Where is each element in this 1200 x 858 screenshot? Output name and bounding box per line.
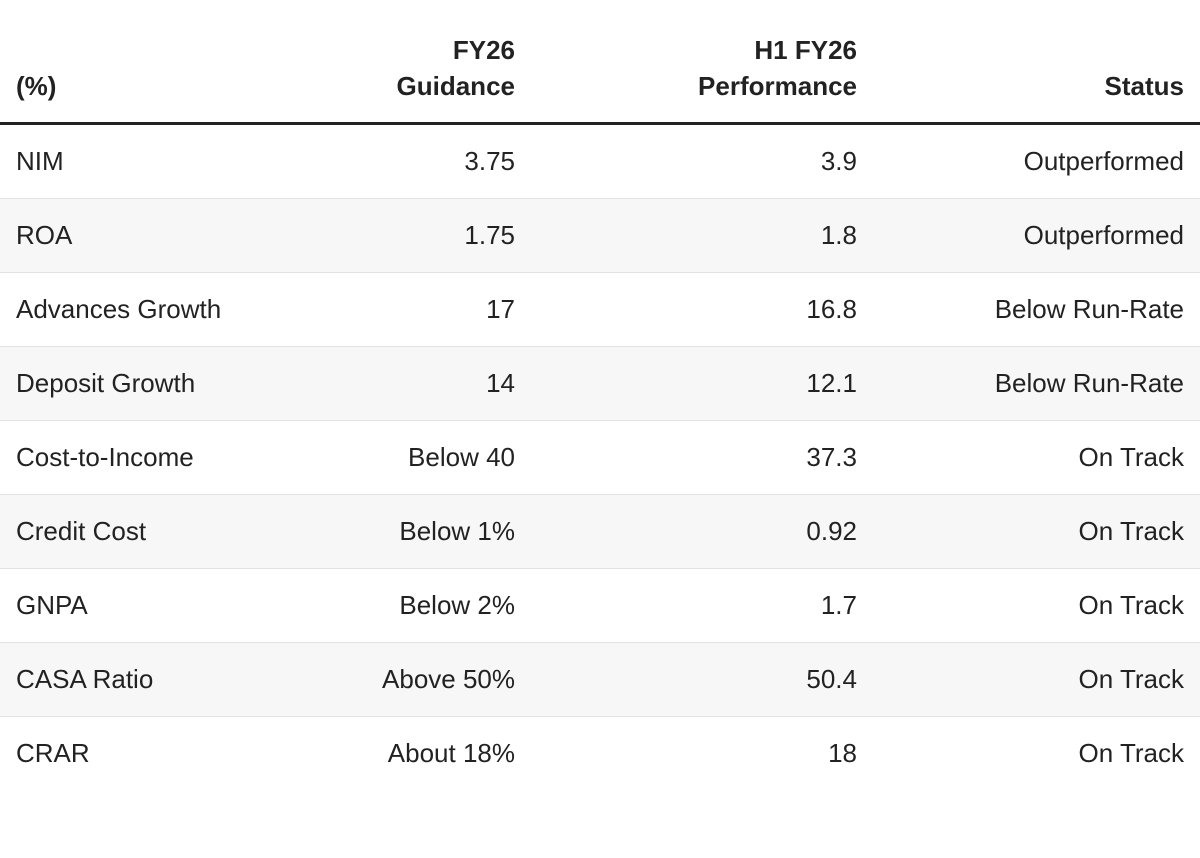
table-cell: Below Run-Rate <box>873 272 1200 347</box>
table-cell: 50.4 <box>531 642 873 717</box>
header-text: H1 FY26 <box>754 34 857 65</box>
table-cell: Deposit Growth <box>0 346 275 421</box>
table-cell: 18 <box>828 737 857 768</box>
table-cell: 1.7 <box>531 568 873 643</box>
table-cell: Below 40 <box>275 420 531 495</box>
table-cell: Advances Growth <box>0 272 275 347</box>
header-text: FY26 <box>452 34 515 65</box>
header-text: (%) <box>16 70 57 101</box>
table-cell: 0.92 <box>531 494 873 569</box>
table-row: GNPA Below 2% 1.7 On Track <box>0 568 1200 643</box>
table-cell: On Track <box>873 642 1200 717</box>
table-cell: CRAR <box>16 737 90 768</box>
table-cell: Credit Cost <box>0 494 275 569</box>
table-cell: 1.75 <box>275 198 531 273</box>
table-cell: ROA <box>0 198 275 273</box>
header-row: (%) FY26 Guidance H1 FY26 Performance Status <box>0 0 1200 125</box>
table-row: Advances Growth 17 16.8 Below Run-Rate <box>0 272 1200 347</box>
table-cell: 17 <box>275 272 531 347</box>
table-cell: Above 50% <box>275 642 531 717</box>
table-cell: 16.8 <box>531 272 873 347</box>
table-cell: Outperformed <box>873 123 1200 199</box>
data-table: (%) FY26 Guidance H1 FY26 Performance Status … <box>0 0 1200 790</box>
table-cell: Below 1% <box>275 494 531 569</box>
table-cell: CASA Ratio <box>0 642 275 717</box>
header-cell: (%) <box>0 0 275 125</box>
header-text: Status <box>1104 70 1184 101</box>
header-text: Performance <box>698 70 857 101</box>
table-cell: GNPA <box>0 568 275 643</box>
table-cell: NIM <box>0 123 275 199</box>
table-body: NIM 3.75 3.9 Outperformed ROA 1.75 1.8 Outperfo… <box>0 123 1200 790</box>
table-cell: 14 <box>275 346 531 421</box>
table-cell: 12.1 <box>531 346 873 421</box>
table-row: Cost-to-Income Below 40 37.3 On Track <box>0 420 1200 495</box>
table-cell: About 18% <box>387 737 515 768</box>
table-cell: 1.8 <box>531 198 873 273</box>
table-cell: On Track <box>873 420 1200 495</box>
table-cell: 3.9 <box>531 123 873 199</box>
table-row: Deposit Growth 14 12.1 Below Run-Rate <box>0 346 1200 421</box>
table-row: CASA Ratio Above 50% 50.4 On Track <box>0 642 1200 717</box>
table-row: CRAR About 18% 18 On Track <box>0 716 1200 790</box>
header-cell: Status <box>873 0 1200 125</box>
header-text: Guidance <box>396 70 515 101</box>
header-cell: H1 FY26 Performance <box>531 0 873 125</box>
table-cell: 3.75 <box>275 123 531 199</box>
table-row: NIM 3.75 3.9 Outperformed <box>0 123 1200 199</box>
table-cell: Below 2% <box>275 568 531 643</box>
table-cell: Below Run-Rate <box>873 346 1200 421</box>
table-cell: Outperformed <box>873 198 1200 273</box>
table-cell: On Track <box>873 494 1200 569</box>
table-cell: On Track <box>1078 737 1184 768</box>
header-cell: FY26 Guidance <box>275 0 531 125</box>
table-cell: Cost-to-Income <box>0 420 275 495</box>
table-row: ROA 1.75 1.8 Outperformed <box>0 198 1200 273</box>
table-cell: On Track <box>873 568 1200 643</box>
table-cell: 37.3 <box>531 420 873 495</box>
table-row: Credit Cost Below 1% 0.92 On Track <box>0 494 1200 569</box>
